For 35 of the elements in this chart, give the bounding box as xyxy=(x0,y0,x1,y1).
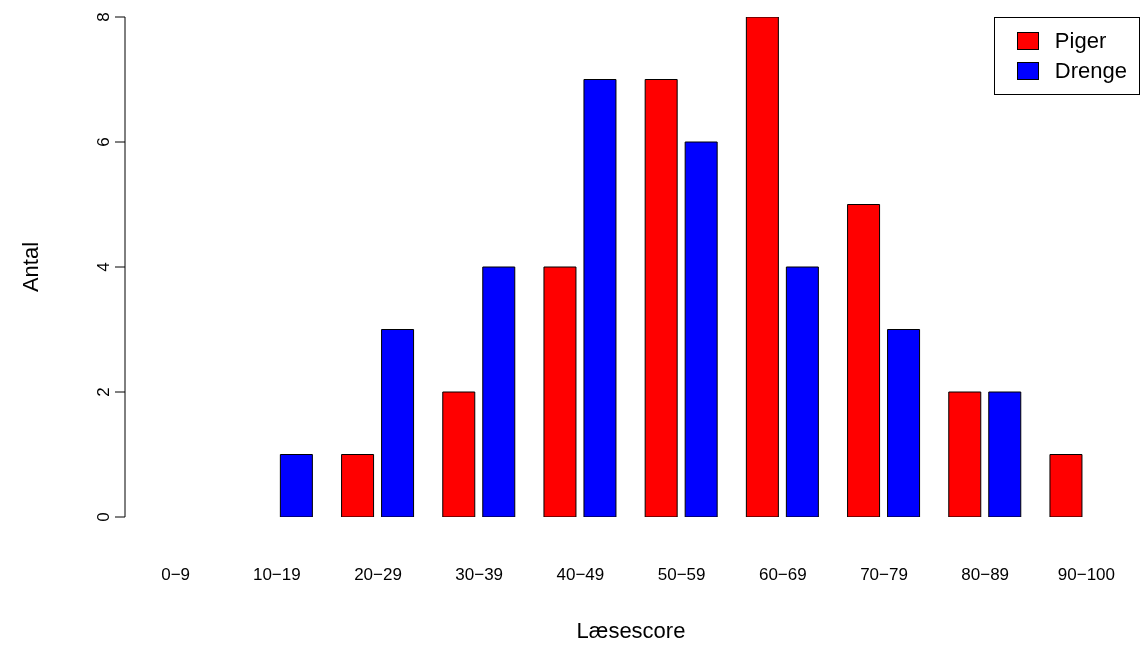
y-axis-title: Antal xyxy=(17,241,43,293)
bar xyxy=(988,391,1022,517)
x-tick-label: 50−59 xyxy=(657,565,706,585)
x-tick-label: 80−89 xyxy=(961,565,1010,585)
bar xyxy=(442,391,476,517)
x-tick-label: 30−39 xyxy=(455,565,504,585)
bar xyxy=(847,204,881,517)
x-tick-label: 40−49 xyxy=(556,565,605,585)
bar xyxy=(482,266,516,517)
y-tick-label: 2 xyxy=(94,387,113,397)
y-tick-label: 8 xyxy=(94,12,113,22)
bar xyxy=(644,79,678,517)
y-tick-label: 0 xyxy=(94,512,113,522)
bar xyxy=(279,454,313,517)
bar xyxy=(341,454,375,517)
x-tick-label: 60−69 xyxy=(758,565,807,585)
bar xyxy=(583,79,617,517)
legend-label: Drenge xyxy=(1054,58,1127,84)
y-tick-label: 4 xyxy=(94,262,113,272)
bar xyxy=(745,17,779,517)
bar xyxy=(543,266,577,517)
x-tick-label: 70−79 xyxy=(860,565,908,585)
x-tick-label: 0−9 xyxy=(161,565,191,585)
bar xyxy=(887,329,921,517)
bar xyxy=(381,329,415,517)
x-tick-label: 10−19 xyxy=(252,565,301,585)
x-tick-label: 90−100 xyxy=(1057,565,1115,585)
bar xyxy=(1049,454,1083,517)
y-tick-label: 6 xyxy=(94,137,113,147)
bar xyxy=(684,141,718,517)
bar xyxy=(785,266,819,517)
x-tick-label: 20−29 xyxy=(354,565,402,585)
legend-label: Piger xyxy=(1054,28,1107,54)
bar xyxy=(948,391,982,517)
x-axis-title: Læsescore xyxy=(576,618,686,643)
